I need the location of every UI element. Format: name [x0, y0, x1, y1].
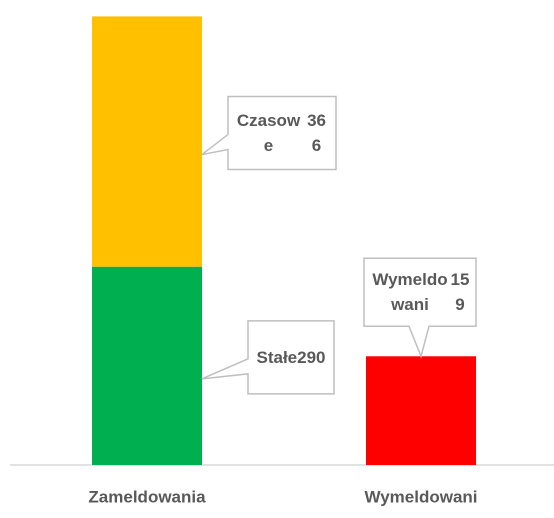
data-label-text: Stałe 290: [248, 321, 334, 394]
x-tick-label: Zameldowania: [88, 487, 206, 506]
callout-box: [201, 320, 335, 395]
callout-box: [363, 257, 477, 359]
bar-segment: [92, 16, 202, 267]
bar-segment: [366, 356, 476, 465]
x-tick-label: Wymeldowani: [364, 487, 477, 506]
data-label: Wymeldowani 159: [364, 258, 476, 326]
label-name: Czasowe: [236, 110, 301, 156]
bar-segment: [92, 266, 202, 465]
label-name: Wymeldowani: [372, 269, 448, 315]
label-name: Stałe: [256, 347, 298, 367]
callout-box: [201, 95, 337, 171]
data-label: Stałe 290: [248, 321, 334, 394]
label-value: 159: [450, 269, 470, 315]
data-label-text: Wymeldowani 159: [364, 258, 476, 326]
data-label-text: Czasowe 366: [228, 97, 336, 170]
data-label: Czasowe 366: [228, 97, 336, 170]
label-value: 366: [307, 110, 326, 156]
label-value: 290: [297, 347, 326, 367]
